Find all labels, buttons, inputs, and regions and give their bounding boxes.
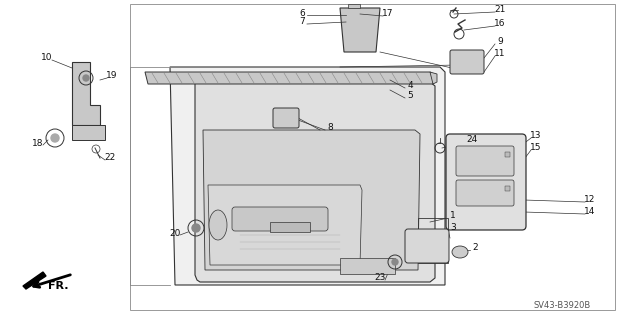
Polygon shape — [430, 72, 437, 84]
Ellipse shape — [452, 246, 468, 258]
Text: 1: 1 — [450, 211, 456, 220]
Circle shape — [51, 134, 59, 142]
Polygon shape — [145, 72, 435, 84]
Bar — [505, 152, 510, 157]
Text: 15: 15 — [531, 144, 541, 152]
Text: 4: 4 — [407, 81, 413, 91]
FancyBboxPatch shape — [450, 50, 484, 74]
Circle shape — [392, 259, 398, 265]
Polygon shape — [170, 67, 445, 285]
Ellipse shape — [209, 210, 227, 240]
Circle shape — [192, 224, 200, 232]
Text: 20: 20 — [170, 228, 180, 238]
Text: 7: 7 — [299, 18, 305, 26]
Bar — [340, 258, 395, 274]
FancyBboxPatch shape — [273, 108, 299, 128]
Text: 14: 14 — [584, 207, 596, 217]
Bar — [270, 222, 310, 232]
Text: 10: 10 — [41, 54, 52, 63]
Text: 5: 5 — [407, 92, 413, 100]
FancyBboxPatch shape — [456, 180, 514, 206]
Polygon shape — [348, 4, 360, 8]
Text: 6: 6 — [299, 9, 305, 18]
Polygon shape — [72, 125, 105, 140]
Polygon shape — [340, 8, 380, 52]
Text: 24: 24 — [467, 136, 477, 145]
Text: 12: 12 — [584, 196, 596, 204]
Text: 9: 9 — [497, 38, 503, 47]
Bar — [505, 186, 510, 191]
Text: 19: 19 — [106, 71, 118, 80]
Polygon shape — [195, 82, 435, 282]
Bar — [418, 218, 448, 263]
Text: 22: 22 — [104, 153, 116, 162]
Text: 3: 3 — [450, 224, 456, 233]
FancyBboxPatch shape — [232, 207, 328, 231]
Text: 23: 23 — [374, 273, 386, 283]
Polygon shape — [23, 272, 46, 289]
FancyBboxPatch shape — [456, 146, 514, 176]
Text: SV43-B3920B: SV43-B3920B — [533, 300, 591, 309]
FancyBboxPatch shape — [405, 229, 449, 263]
Text: 17: 17 — [382, 10, 394, 19]
Text: 16: 16 — [494, 19, 506, 28]
Text: 2: 2 — [472, 243, 478, 253]
Polygon shape — [203, 130, 420, 270]
Text: FR.: FR. — [48, 281, 68, 291]
FancyBboxPatch shape — [446, 134, 526, 230]
Polygon shape — [208, 185, 362, 265]
Text: 11: 11 — [494, 49, 506, 58]
Text: 8: 8 — [327, 123, 333, 132]
Text: 18: 18 — [32, 138, 44, 147]
Circle shape — [83, 75, 89, 81]
Polygon shape — [72, 62, 100, 125]
Text: 21: 21 — [494, 5, 506, 14]
Text: 13: 13 — [531, 131, 541, 140]
